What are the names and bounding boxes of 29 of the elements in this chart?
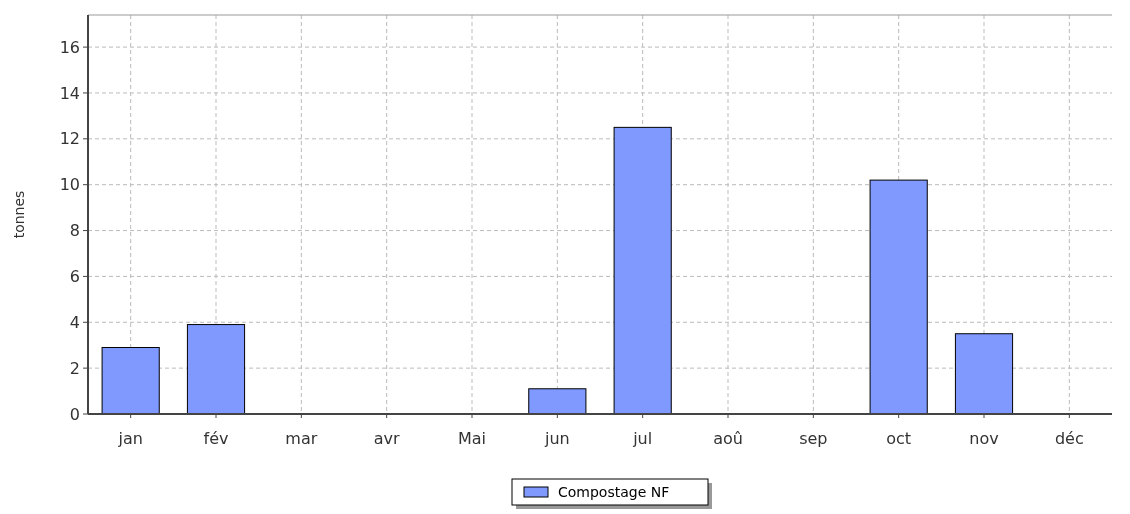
x-tick-label: nov	[969, 429, 999, 448]
y-tick-label: 6	[69, 267, 80, 287]
x-tick-label: avr	[373, 429, 401, 448]
y-tick-label: 16	[59, 37, 80, 57]
x-tick-label: déc	[1054, 429, 1084, 448]
y-axis-title: tonnes	[11, 190, 27, 239]
y-tick-label: 12	[59, 129, 80, 149]
y-tick-label: 2	[69, 358, 80, 378]
x-tick-label: Mai	[457, 429, 487, 448]
x-tick-label: mar	[285, 429, 318, 448]
y-tick-label: 14	[59, 83, 80, 103]
x-tick-label: jun	[543, 429, 570, 448]
bar	[954, 333, 1014, 415]
x-tick-label: jan	[117, 429, 143, 448]
y-tick-label: 8	[69, 221, 80, 241]
y-tick-label: 10	[59, 175, 80, 195]
bar	[613, 126, 672, 415]
x-tick-label: jul	[632, 429, 653, 448]
bar	[101, 347, 160, 415]
bar	[528, 388, 587, 415]
y-tick-label: 0	[69, 404, 80, 424]
x-tick-label: oct	[886, 429, 912, 448]
x-tick-label: fév	[203, 429, 229, 448]
legend-label: Compostage NF	[558, 483, 670, 500]
y-tick-label: 4	[69, 312, 80, 332]
x-tick-label: sep	[799, 429, 828, 448]
bar	[186, 324, 246, 415]
x-tick-label: aoû	[713, 429, 743, 448]
bar	[869, 179, 928, 415]
